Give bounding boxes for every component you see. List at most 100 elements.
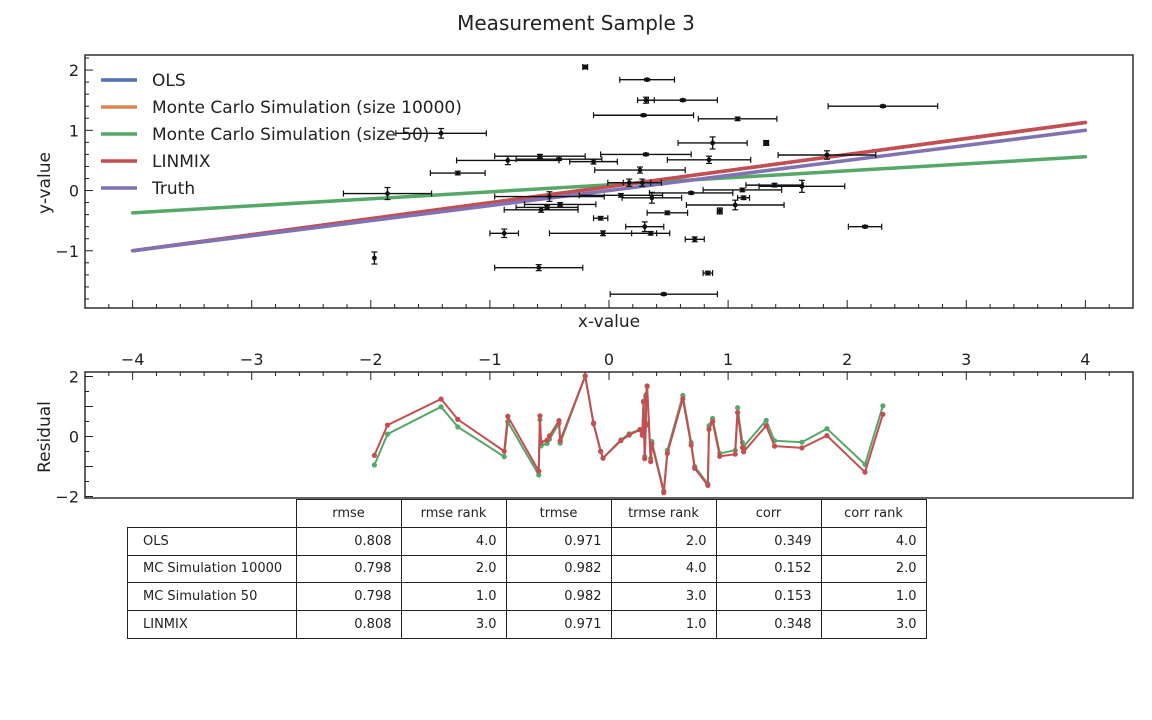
data-point [648,189,734,196]
point-marker [538,207,544,213]
main-y-axis-label: y-value [35,152,55,214]
y-tick-label: 1 [69,121,79,140]
main-plot: −1 0 1 2 OLS Monte Carlo Simulation (size 10… [55,54,1134,309]
residual-point [739,445,745,451]
residual-point [501,454,507,460]
data-point [684,236,705,243]
point-marker [639,180,645,186]
table-cell: 3.0 [610,582,717,612]
data-point [697,115,778,122]
residual-point [557,438,563,444]
residual-point [371,452,377,458]
data-point [578,192,664,199]
point-marker [598,215,604,221]
residual-point [732,451,738,457]
residual-point [438,404,444,410]
residual-point [582,373,588,379]
x-tick-label: 2 [842,350,852,369]
residual-point [824,433,830,439]
point-marker [688,190,694,196]
x-tick-label: 4 [1080,350,1090,369]
table-cell: 1.0 [820,582,927,612]
residual-point [680,396,686,402]
data-point [745,182,804,189]
table-cell: 0.348 [715,610,822,639]
point-marker [547,194,552,199]
residual-point [880,403,886,409]
table-cell: 0.349 [715,526,822,556]
table-cell: 0.798 [295,554,402,584]
point-marker [717,208,723,214]
point-marker [649,195,655,201]
row-label: OLS [127,526,297,556]
table-cell: 0.152 [715,554,822,584]
residual-x-tick-labels: −4 −3 −2 −1 0 1 2 3 4 [121,350,1091,369]
fit-line [130,155,1088,215]
x-tick-label: −3 [240,350,264,369]
residual-point [643,422,649,428]
residual-point [644,383,650,389]
data-point [582,64,589,71]
data-point [609,291,718,298]
main-x-axis-label: x-value [578,312,640,332]
residual-point [740,449,747,455]
residual-point [643,394,649,400]
residual-point [639,432,645,438]
residual-point [717,453,723,459]
point-marker [643,151,649,157]
data-point [569,158,618,165]
point-marker [862,224,868,230]
point-marker [664,210,670,216]
residual-point [598,448,604,454]
point-marker [501,230,507,236]
residual-point [590,420,597,426]
point-marker [438,130,444,136]
data-point [342,186,433,201]
point-marker [644,77,650,83]
point-marker [763,140,769,146]
table-cell: 4.0 [400,526,507,556]
fit-line [130,128,1088,253]
main-data-points [342,64,939,298]
residual-point [799,439,805,445]
residual-point [664,450,670,456]
point-marker [641,112,646,118]
point-marker [536,265,542,271]
x-tick-label: −4 [121,350,145,369]
data-point [625,221,665,233]
metrics-table: rmse rmse rank trmse trmse rank corr cor… [127,499,927,639]
data-point [827,103,939,110]
point-marker [371,255,377,261]
table-cell: 0.798 [295,582,402,612]
residual-point [640,399,647,405]
table-cell: 0.808 [295,526,402,556]
data-point [515,204,579,211]
data-point [494,264,584,272]
point-marker [643,97,649,103]
table-cell: 1.0 [400,582,507,612]
residual-point [505,413,511,419]
point-marker [582,64,588,70]
residual-point [455,416,461,422]
residual-point [600,455,606,461]
data-point [622,178,663,187]
data-point [702,186,783,193]
point-marker [544,205,550,210]
data-point [523,201,597,208]
table-cell: 1.0 [610,610,717,639]
table-cell: 0.982 [505,582,612,612]
residual-point [688,442,694,448]
point-marker [505,158,511,163]
residual-point [455,424,461,430]
data-point [429,170,486,177]
residual-point [537,413,543,419]
residual-point [771,443,778,449]
legend-label: Monte Carlo Simulation (size 10000) [152,98,462,118]
data-point [600,151,692,158]
data-point [631,230,671,237]
residual-point [384,422,391,428]
residual-plot-frame [84,371,1134,499]
point-marker [732,202,738,208]
data-point [619,76,676,83]
point-marker [799,183,805,189]
